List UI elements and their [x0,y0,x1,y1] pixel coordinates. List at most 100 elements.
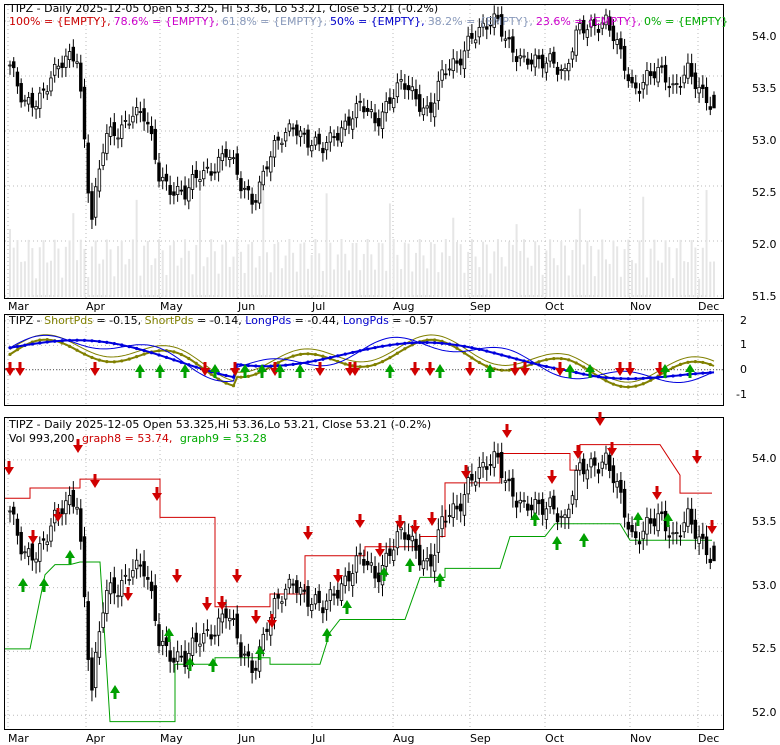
longpds-line-2-dot [224,373,228,378]
candle-body [216,617,221,636]
volume-bar [698,278,701,297]
candle-body [369,562,374,566]
candle-body [328,589,333,601]
candle-body [198,179,202,182]
volume-bar [530,265,533,297]
volume-bar [359,270,362,297]
volume-bar [683,261,686,297]
shortpds-line-2-dot [343,362,347,366]
arrow-stem [188,665,192,671]
arrow-stem [663,372,667,378]
sell-arrow [172,575,182,583]
arrow-stem [505,424,509,430]
shortpds-line-2-dot [246,374,250,378]
candle-body [630,524,634,533]
volume-bar [113,276,116,297]
candle-body [712,94,716,109]
longpds-line-2-dot [433,341,437,345]
longpds-line-2-dot [470,346,474,350]
candle-body [485,466,489,470]
candle-body [272,140,277,158]
volume-bar [333,269,336,297]
month-label: Jul [311,732,325,745]
volume-bar [35,278,38,297]
arrow-stem [68,558,72,564]
candle-body [123,120,128,122]
volume-bar [482,241,485,297]
volume-bar [109,249,112,297]
candle-body [213,171,217,174]
candle-body [444,520,448,523]
oscillator-panel-frame [4,314,724,406]
candle-body [280,601,284,604]
candle-body [559,515,563,518]
volume-bar [117,246,120,297]
candle-body [350,573,355,586]
candle-body [153,128,157,160]
volume-bar [523,239,526,297]
arrow-stem [211,666,215,672]
volume-bar [135,199,138,297]
arrow-stem [258,654,262,660]
volume-bar [385,270,388,297]
candle-body [567,63,571,72]
buy-arrow [135,364,145,372]
volume-bar [664,240,667,297]
arrow-stem [636,520,640,526]
volume-bar [277,242,280,297]
shortpds-line-2-dot [507,368,511,372]
candle-body [134,559,139,570]
volume-bar [124,264,127,297]
volume-bar [314,239,317,297]
arrow-stem [167,636,171,642]
candle-body [563,67,567,72]
longpds-line-2-dot [373,346,377,350]
buy-arrow [485,364,495,372]
candle-body [347,116,351,126]
longpds-line-2-dot [671,374,675,378]
shortpds-line-2-dot [425,338,429,342]
volume-bar [146,240,149,297]
volume-bar [57,248,60,297]
volume-bar [586,240,589,297]
volume-bar [351,243,354,297]
month-label: Nov [630,732,652,745]
month-label: Jun [237,300,255,313]
shortpds-line-2-dot [216,377,221,381]
candle-body [425,105,429,109]
shortpds-line-2-dot [127,357,131,361]
candle-body [388,97,392,104]
candle-body [537,499,541,505]
volume-bar [347,270,350,297]
volume-bar [228,266,231,297]
shortpds-line-2-dot [321,354,325,358]
volume-bar [392,239,395,297]
candle-body [600,461,604,469]
longpds-line-2-dot [291,362,295,366]
longpds-line-2-dot [500,353,504,357]
volume-bar [210,239,213,297]
volume-bar [299,243,302,297]
candle-body [485,26,489,30]
longpds-line-2-dot [157,353,161,357]
candle-body [529,59,534,65]
arrow-stem [56,508,60,514]
volume-bar [582,264,585,297]
longpds-line-2-dot [358,349,362,353]
candle-body [324,142,329,151]
fib-legend-item: 78.6% = {EMPTY}, [114,15,219,28]
buy-arrow [435,364,445,372]
price-tick: 52.5 [752,186,777,199]
candle-body [373,566,377,579]
shortpds-line-2-dot [708,362,712,367]
arrow-stem [353,362,357,368]
candle-body [194,169,198,179]
longpds-line-2-dot [388,343,392,347]
volume-bar [374,269,377,297]
longpds-line-2-dot [38,341,42,345]
candle-body [615,39,619,45]
candle-body [436,80,441,102]
candle-body [403,532,407,540]
arrow-stem [430,512,434,518]
candle-body [242,187,247,190]
